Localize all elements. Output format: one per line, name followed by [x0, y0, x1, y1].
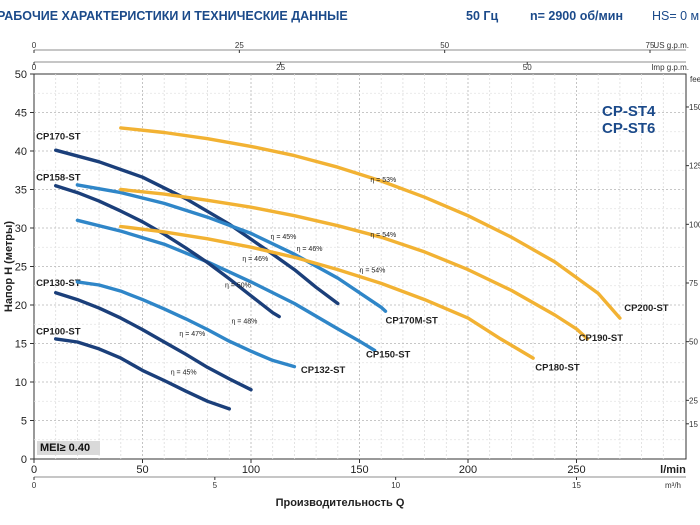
- usgpm-tick-label: 25: [235, 41, 244, 50]
- feet-tick-label: 150: [689, 103, 700, 112]
- curve-cp150-st: [75, 218, 377, 353]
- efficiency-label: η = 48%: [231, 318, 257, 325]
- feet-tick-label: 100: [689, 220, 700, 229]
- brand-model-2: CP-ST6: [602, 120, 656, 137]
- m3h-tick-label: 5: [213, 481, 218, 490]
- speed-label: n= 2900 об/мин: [530, 9, 623, 23]
- curve-cp132-st: [75, 280, 297, 369]
- y-tick-label: 45: [15, 108, 27, 120]
- curve-cp130-st: [54, 291, 253, 392]
- feet-unit-label: feet: [690, 75, 700, 84]
- m3h-tick-label: 10: [391, 481, 400, 490]
- feet-tick-label: 75: [689, 279, 698, 288]
- y-tick-label: 30: [15, 223, 27, 235]
- feet-tick-label: 15: [689, 420, 698, 429]
- efficiency-label: η = 46%: [297, 246, 323, 253]
- brand-model-1: CP-ST4: [602, 103, 656, 120]
- hs-label: HS= 0 м: [652, 9, 700, 23]
- efficiency-label: η = 53%: [370, 177, 396, 184]
- curve-label-cp130-st: CP130-ST: [36, 278, 81, 289]
- feet-tick-label: 25: [689, 396, 698, 405]
- usgpm-tick-label: 75: [646, 41, 655, 50]
- efficiency-label: η = 45%: [171, 369, 197, 376]
- curve-label-cp190-st: CP190-ST: [579, 333, 624, 344]
- curve-cp158-st: [54, 184, 281, 319]
- y-tick-label: 0: [21, 454, 27, 466]
- m3h-tick-label: 15: [572, 481, 581, 490]
- y-tick-label: 40: [15, 146, 27, 158]
- usgpm-unit-label: US g.p.m.: [653, 41, 689, 50]
- efficiency-label: η = 47%: [179, 331, 205, 338]
- usgpm-tick-label: 50: [440, 41, 449, 50]
- x-tick-label: 150: [350, 464, 368, 476]
- curve-label-cp200-st: CP200-ST: [624, 303, 669, 314]
- y-tick-label: 5: [21, 416, 27, 428]
- x-tick-label: 250: [567, 464, 585, 476]
- y-axis-title: Напор H (метры): [3, 221, 15, 312]
- curve-cp170m-st: [75, 183, 388, 313]
- efficiency-label: η = 54%: [360, 268, 386, 275]
- x-tick-label: 200: [459, 464, 477, 476]
- impgpm-tick-label: 25: [276, 63, 285, 72]
- y-tick-label: 20: [15, 300, 27, 312]
- curve-label-cp150-st: CP150-ST: [366, 349, 411, 360]
- m3h-tick-label: 0: [32, 481, 37, 490]
- efficiency-label: η = 46%: [242, 256, 268, 263]
- feet-tick-label: 50: [689, 338, 698, 347]
- impgpm-unit-label: Imp g.p.m.: [651, 63, 689, 72]
- efficiency-label: η = 45%: [271, 234, 297, 241]
- x-tick-label: 50: [136, 464, 148, 476]
- y-tick-label: 25: [15, 262, 27, 274]
- y-tick-label: 35: [15, 185, 27, 197]
- curve-cp180-st: [119, 224, 535, 360]
- curve-label-cp132-st: CP132-ST: [301, 365, 346, 376]
- curve-label-cp158-st: CP158-ST: [36, 172, 81, 183]
- mei-badge: MEI≥ 0.40: [37, 441, 100, 455]
- curve-label-cp180-st: CP180-ST: [535, 362, 580, 373]
- curve-label-cp170-st: CP170-ST: [36, 131, 81, 142]
- curve-cp100-st: [54, 337, 231, 411]
- efficiency-label: η = 50%: [225, 282, 251, 289]
- x-axis-title: Производительность Q: [276, 497, 405, 509]
- m3h-unit-label: m³/h: [665, 481, 681, 490]
- frequency-label: 50 Гц: [466, 9, 499, 23]
- x-tick-label: 100: [242, 464, 260, 476]
- y-tick-label: 10: [15, 377, 27, 389]
- efficiency-label: η = 54%: [370, 232, 396, 239]
- usgpm-tick-label: 0: [32, 41, 37, 50]
- x-unit-label: l/min: [660, 464, 686, 476]
- impgpm-tick-label: 50: [523, 63, 532, 72]
- x-tick-label: 0: [31, 464, 37, 476]
- curve-cp200-st: [119, 126, 622, 320]
- feet-tick-label: 125: [689, 162, 700, 171]
- impgpm-tick-label: 0: [32, 63, 37, 72]
- chart-title: РАБОЧИЕ ХАРАКТЕРИСТИКИ И ТЕХНИЧЕСКИЕ ДАН…: [0, 9, 348, 23]
- curve-cp190-st: [119, 187, 590, 341]
- y-tick-label: 15: [15, 339, 27, 351]
- curve-label-cp100-st: CP100-ST: [36, 326, 81, 337]
- curve-label-cp170m-st: CP170M-ST: [386, 315, 438, 326]
- y-tick-label: 50: [15, 69, 27, 81]
